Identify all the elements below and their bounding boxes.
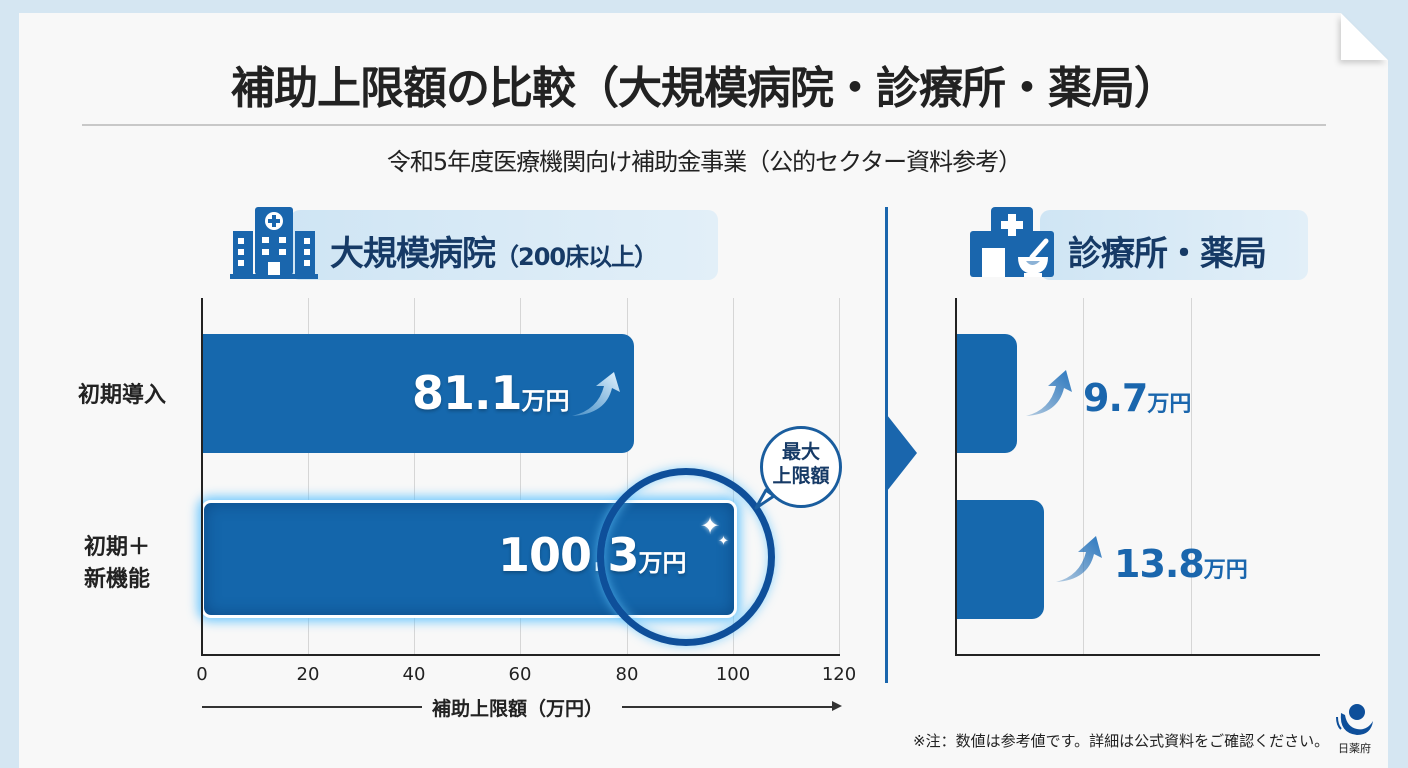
x-tick: 20 <box>296 664 320 685</box>
trend-up-arrow-icon <box>1056 536 1102 582</box>
bar-clinic-initial <box>955 334 1017 453</box>
x-axis-label-line-left <box>202 706 422 708</box>
right-bar-chart <box>955 298 1320 656</box>
footnote: ※注：数値は参考値です。詳細は公式資料をご確認ください。 <box>913 732 1330 750</box>
y-axis <box>201 298 203 656</box>
x-tick: 100 <box>715 664 751 685</box>
x-tick: 40 <box>402 664 426 685</box>
title-divider <box>82 124 1326 126</box>
value-label-13-8: 13.8万円 <box>1114 542 1248 586</box>
gridline-40 <box>414 298 415 656</box>
value-label-9-7: 9.7万円 <box>1083 376 1192 420</box>
section-header-clinic-pharmacy <box>1040 210 1308 280</box>
x-axis-label: 補助上限額（万円） <box>432 698 604 720</box>
x-tick: 80 <box>615 664 639 685</box>
section-label-large-hospital: 大規模病院（200床以上） <box>330 226 658 275</box>
x-tick: 60 <box>508 664 532 685</box>
category-label-initial-plus-new: 初期＋ 新機能 <box>84 535 151 592</box>
organization-logo-icon <box>1336 704 1373 735</box>
gridline-100 <box>733 298 734 656</box>
clinic-pharmacy-icon <box>970 207 1054 277</box>
max-limit-callout <box>760 426 842 508</box>
page-title: 補助上限額の比較（大規模病院・診療所・薬局） <box>231 63 1178 114</box>
x-axis <box>955 654 1320 656</box>
x-axis-arrow-icon <box>832 701 842 711</box>
gridline-80 <box>627 298 628 656</box>
gridline <box>1191 298 1192 656</box>
x-tick: 0 <box>196 664 208 685</box>
gridline <box>1083 298 1084 656</box>
section-label-clinic-pharmacy: 診療所・薬局 <box>1068 234 1267 274</box>
section-label-sub: （200床以上） <box>495 243 658 271</box>
x-axis <box>201 654 840 656</box>
highlight-ring <box>597 468 775 646</box>
x-axis-label-line-right <box>622 706 834 708</box>
page-fold-corner <box>1341 13 1388 60</box>
bar-initial-introduction <box>201 334 634 453</box>
category-label-initial: 初期導入 <box>78 383 167 408</box>
organization-logo-text: 日薬府 <box>1338 742 1371 755</box>
section-label-main: 大規模病院 <box>330 234 496 274</box>
bar-clinic-initial-plus-new <box>955 500 1044 619</box>
gridline-60 <box>520 298 521 656</box>
trend-up-arrow-icon <box>572 372 620 416</box>
hospital-icon <box>230 207 318 279</box>
max-limit-callout-text: 最大 上限額 <box>772 441 830 487</box>
gridline-20 <box>308 298 309 656</box>
section-divider <box>885 207 888 683</box>
left-bar-chart <box>201 298 840 656</box>
x-tick: 120 <box>821 664 857 685</box>
trend-up-arrow-icon <box>1026 370 1072 416</box>
y-axis <box>955 298 957 656</box>
value-label-81-1: 81.1万円 <box>412 366 570 420</box>
divider-pointer-icon <box>887 415 917 491</box>
page-subtitle: 令和5年度医療機関向け補助金事業（公的セクター資料参考） <box>386 148 1022 176</box>
section-header-large-hospital <box>290 210 718 280</box>
